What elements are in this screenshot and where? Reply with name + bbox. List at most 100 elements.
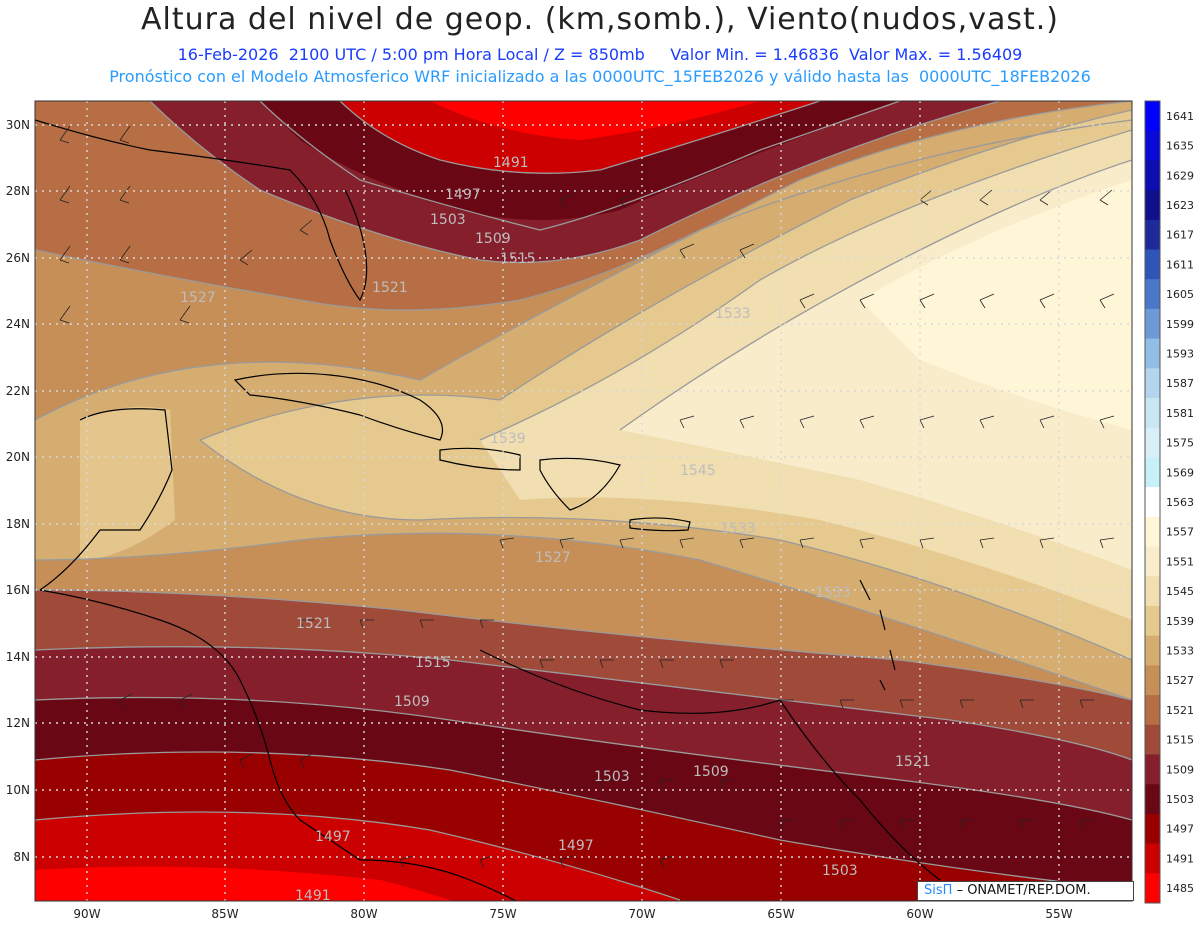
contour-label: 1509: [693, 764, 729, 780]
colorbar-label: 1581: [1166, 407, 1194, 420]
colorbar-label: 1485: [1166, 882, 1194, 895]
latitude-labels: 30N 28N 26N 24N 22N 20N 18N 16N 14N 12N …: [6, 118, 30, 864]
colorbar-swatch: [1145, 606, 1160, 637]
contour-label: 1527: [180, 290, 216, 306]
colorbar-label: 1569: [1166, 466, 1194, 479]
colorbar-label: 1635: [1166, 140, 1194, 153]
colorbar-label: 1545: [1166, 585, 1194, 598]
colorbar-label: 1551: [1166, 555, 1194, 568]
colorbar-label: 1497: [1166, 823, 1194, 836]
colorbar-swatch: [1145, 576, 1160, 607]
colorbar-label: 1533: [1166, 645, 1194, 658]
contour-label: 1503: [594, 769, 630, 785]
contour-label: 1497: [445, 187, 481, 203]
colorbar-label: 1527: [1166, 674, 1194, 687]
colorbar-label: 1617: [1166, 229, 1194, 242]
yucatan-high: [80, 406, 175, 560]
lat-label: 14N: [6, 650, 30, 664]
contour-label: 1503: [822, 863, 858, 879]
colorbar-label: 1575: [1166, 437, 1194, 450]
lat-label: 24N: [6, 317, 30, 331]
colorbar-swatch: [1145, 635, 1160, 666]
colorbar-swatch: [1145, 754, 1160, 785]
colorbar-label: 1629: [1166, 169, 1194, 182]
contour-label: 1509: [394, 694, 430, 710]
coastlines: [35, 119, 941, 901]
colorbar-swatch: [1145, 457, 1160, 488]
colorbar-label: 1587: [1166, 377, 1194, 390]
lat-label: 30N: [6, 118, 30, 132]
colorbar-swatch: [1145, 130, 1160, 161]
colorbar-frame: [1144, 100, 1161, 904]
colorbar-swatch: [1145, 487, 1160, 518]
colorbar-swatch: [1145, 813, 1160, 845]
lat-label: 10N: [6, 783, 30, 797]
lat-label: 18N: [6, 517, 30, 531]
lat-label: 16N: [6, 583, 30, 597]
contour-label: 1539: [490, 431, 526, 447]
colorbar-label: 1593: [1166, 348, 1194, 361]
colorbar-swatch: [1145, 784, 1160, 815]
lon-label: 70W: [628, 907, 655, 921]
lon-label: 60W: [906, 907, 933, 921]
south-band-6: [35, 866, 453, 901]
north-bright: [430, 101, 760, 140]
contour-label: 1521: [372, 280, 408, 296]
wind-barbs: [59, 125, 1115, 869]
lat-label: 22N: [6, 384, 30, 398]
contour-label: 1515: [500, 251, 536, 267]
lat-label: 28N: [6, 184, 30, 198]
forecast-time-line: 16-Feb-2026 2100 UTC / 5:00 pm Hora Loca…: [177, 45, 1023, 64]
lat-label: 8N: [13, 850, 30, 864]
contour-label: 1521: [296, 616, 332, 632]
lon-label: 90W: [73, 907, 100, 921]
colorbar-label: 1515: [1166, 734, 1194, 747]
colorbar-swatch: [1145, 665, 1160, 696]
contour-label: 1503: [430, 212, 466, 228]
map-title: Altura del nivel de geop. (km,somb.), Vi…: [141, 2, 1059, 37]
contour-label: 1533: [715, 306, 751, 322]
contour-label: 1509: [475, 231, 511, 247]
longitude-labels: 90W 85W 80W 75W 70W 65W 60W 55W: [73, 907, 1072, 921]
colorbar-swatch: [1145, 516, 1160, 548]
lon-label: 65W: [767, 907, 794, 921]
colorbar-swatch: [1145, 546, 1160, 577]
colorbar-label: 1557: [1166, 526, 1194, 539]
colorbar-swatch: [1145, 695, 1160, 726]
lat-label: 12N: [6, 716, 30, 730]
colorbar-label: 1641: [1166, 110, 1194, 123]
lon-label: 85W: [211, 907, 238, 921]
contour-label-group: 1491 1497 1503 1509 1515 1521 1527 1533 …: [180, 155, 931, 901]
contour-lines: [35, 101, 1132, 901]
plot-frame: [34, 100, 1133, 902]
colorbar-swatch: [1145, 724, 1160, 755]
lon-label: 75W: [489, 907, 516, 921]
colorbar-label: 1563: [1166, 496, 1194, 509]
colorbar-swatch: [1145, 219, 1160, 250]
colorbar-swatch: [1145, 873, 1160, 904]
colorbar-swatch: [1145, 427, 1160, 458]
graticule: [35, 101, 1132, 901]
contour-label: 1533: [720, 521, 756, 537]
colorbar-swatch: [1145, 249, 1160, 280]
lat-label: 26N: [6, 251, 30, 265]
colorbar-label: 1599: [1166, 318, 1194, 331]
colorbar-swatch: [1145, 160, 1160, 191]
height-field: 1491 1497 1503 1509 1515 1521 1527 1533 …: [35, 101, 1132, 901]
colorbar-label: 1623: [1166, 199, 1194, 212]
colorbar-swatch: [1145, 368, 1160, 399]
central-top: [860, 180, 1132, 430]
colorbar-swatch: [1145, 843, 1160, 874]
contour-label: 1533: [815, 585, 851, 601]
colorbar-label: 1521: [1166, 704, 1194, 717]
colorbar-swatch: [1145, 338, 1160, 369]
colorbar-swatch: [1145, 398, 1160, 429]
model-info-line: Pronóstico con el Modelo Atmosferico WRF…: [109, 67, 1091, 86]
contour-label: 1527: [535, 550, 571, 566]
colorbar-swatch: [1145, 101, 1160, 132]
credit-text: – ONAMET/REP.DOM.: [956, 883, 1091, 898]
colorbar-swatch: [1145, 279, 1160, 310]
lon-label: 80W: [350, 907, 377, 921]
contour-label: 1521: [895, 754, 931, 770]
